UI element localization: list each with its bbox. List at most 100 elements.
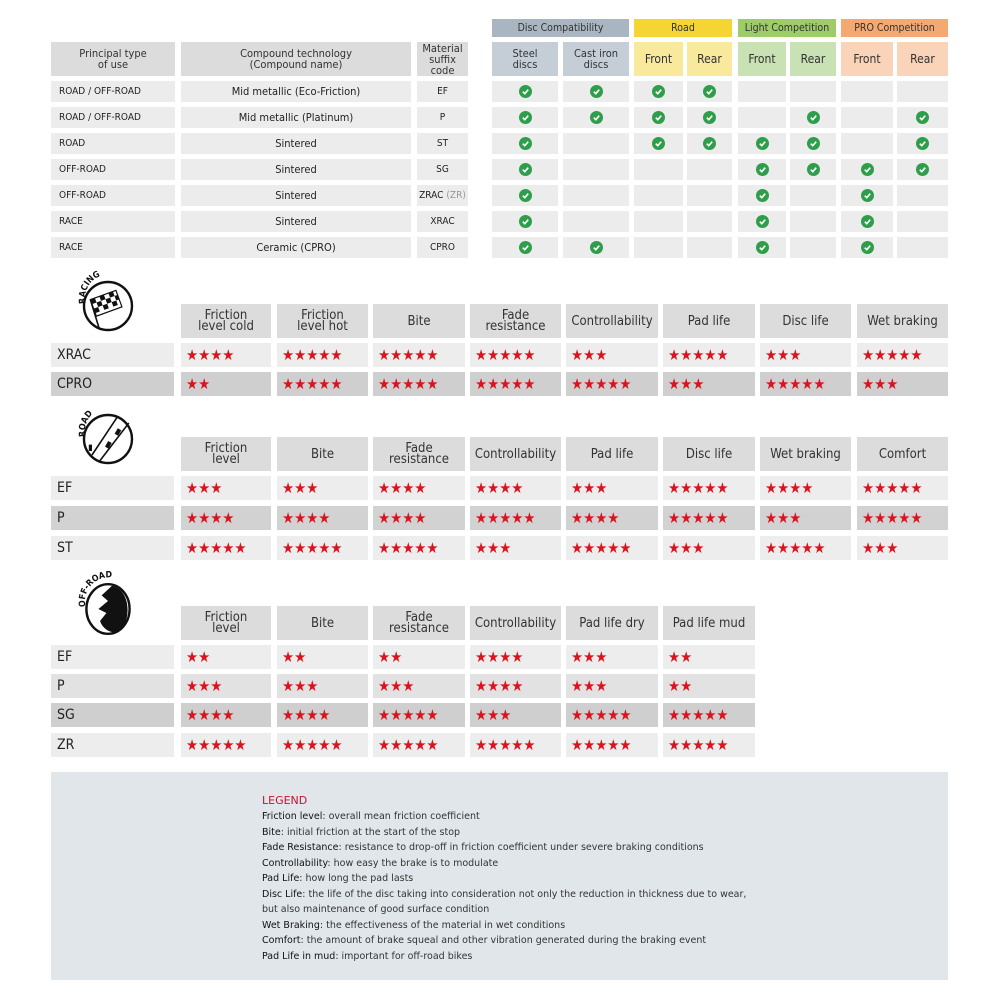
- column-header: Front: [634, 42, 683, 76]
- compound-cell: Sintered: [181, 185, 411, 206]
- check-icon: [652, 111, 665, 124]
- star-rating: ★★★: [760, 343, 851, 367]
- star-rating: ★★★★: [373, 506, 465, 530]
- check-cell: [634, 185, 683, 206]
- check-cell: [634, 133, 683, 154]
- check-icon: [652, 137, 665, 150]
- column-header: Rear: [687, 42, 732, 76]
- check-cell: [634, 107, 683, 128]
- star-rating: ★★★★★: [663, 506, 755, 530]
- code-text: EF: [437, 86, 448, 97]
- rating-column-header: Disc life: [663, 437, 755, 471]
- group-header-3: PRO Competition: [841, 19, 948, 37]
- star-rating: ★★★: [566, 476, 658, 500]
- code-cell: ZRAC (ZR): [417, 185, 468, 206]
- check-icon: [806, 111, 820, 124]
- check-cell: [687, 237, 732, 258]
- check-icon: [916, 111, 929, 124]
- star-rating: ★★★★★: [470, 372, 561, 396]
- group-header-2: Light Competition: [738, 19, 836, 37]
- check-cell: [738, 107, 786, 128]
- code-text: ZRAC: [419, 190, 444, 201]
- legend-definition: : resistance to drop-off in friction coe…: [338, 842, 704, 853]
- legend-definition: : the life of the disc taking into consi…: [302, 888, 747, 900]
- check-cell: [563, 133, 629, 154]
- check-icon: [703, 137, 716, 150]
- check-cell: [841, 237, 893, 258]
- check-icon: [755, 241, 769, 254]
- star-rating: ★★★: [566, 674, 658, 698]
- check-cell: [563, 211, 629, 232]
- check-cell: [738, 159, 786, 180]
- star-rating: ★★★★: [181, 703, 271, 727]
- check-cell: [492, 159, 558, 180]
- rating-row-label: SG: [51, 703, 174, 727]
- star-rating: ★★★★: [181, 506, 271, 530]
- legend-line: but also maintenance of good surface con…: [262, 902, 746, 918]
- check-icon: [652, 85, 665, 98]
- check-cell: [634, 211, 683, 232]
- check-cell: [634, 237, 683, 258]
- compound-cell: Ceramic (CPRO): [181, 237, 411, 258]
- check-cell: [897, 211, 948, 232]
- check-cell: [563, 237, 629, 258]
- use-cell: ROAD: [51, 133, 175, 154]
- rating-column-header: Friction level: [181, 437, 271, 471]
- check-cell: [492, 107, 558, 128]
- star-rating: ★★★: [857, 536, 948, 560]
- legend-title: LEGEND: [262, 794, 308, 807]
- check-icon: [860, 241, 874, 254]
- check-cell: [841, 81, 893, 102]
- code-cell: XRAC: [417, 211, 468, 232]
- star-rating: ★★: [181, 372, 271, 396]
- column-header: Material suffix code: [417, 42, 468, 76]
- mud-splash-icon: OFF-ROAD: [68, 565, 148, 645]
- code-cell: ST: [417, 133, 468, 154]
- star-rating: ★★★★★: [470, 506, 561, 530]
- legend-definition: : overall mean friction coefficient: [322, 811, 480, 822]
- star-rating: ★★★★★: [857, 343, 948, 367]
- check-cell: [738, 237, 786, 258]
- check-cell: [897, 185, 948, 206]
- check-icon: [518, 111, 532, 124]
- check-cell: [492, 211, 558, 232]
- code-text: XRAC: [430, 216, 455, 227]
- check-cell: [790, 81, 836, 102]
- rating-row-label: ZR: [51, 733, 174, 757]
- rating-column-header: Pad life mud: [663, 606, 755, 640]
- check-cell: [897, 159, 948, 180]
- check-icon: [860, 215, 874, 228]
- star-rating: ★★★★★: [373, 343, 465, 367]
- rating-column-header: Controllability: [470, 606, 561, 640]
- rating-row-label: XRAC: [51, 343, 174, 367]
- check-icon: [755, 137, 769, 150]
- check-cell: [563, 81, 629, 102]
- rating-column-header: Bite: [373, 304, 465, 338]
- column-header: Rear: [790, 42, 836, 76]
- check-cell: [841, 185, 893, 206]
- check-icon: [518, 241, 532, 254]
- check-icon: [518, 85, 532, 98]
- star-rating: ★★★★★: [470, 733, 561, 757]
- star-rating: ★★★★: [470, 674, 561, 698]
- check-icon: [703, 111, 716, 124]
- check-icon: [806, 137, 820, 150]
- check-icon: [755, 189, 769, 202]
- rating-column-header: Bite: [277, 437, 368, 471]
- legend-definition: : important for off-road bikes: [335, 950, 473, 962]
- legend-definition: : the amount of brake squeal and other v…: [300, 935, 707, 946]
- star-rating: ★★★★: [566, 506, 658, 530]
- check-icon: [589, 241, 603, 254]
- check-cell: [897, 107, 948, 128]
- compound-cell: Sintered: [181, 159, 411, 180]
- legend-definition: : the effectiveness of the material in w…: [319, 919, 566, 931]
- code-text: ST: [436, 138, 449, 149]
- check-cell: [634, 81, 683, 102]
- code-cell: CPRO: [417, 237, 468, 258]
- check-icon: [518, 189, 532, 202]
- check-cell: [841, 211, 893, 232]
- column-header: Cast iron discs: [563, 42, 629, 76]
- legend-term: Bite: [262, 826, 281, 838]
- check-icon: [589, 111, 603, 124]
- legend-line: Friction level: overall mean friction co…: [262, 809, 746, 825]
